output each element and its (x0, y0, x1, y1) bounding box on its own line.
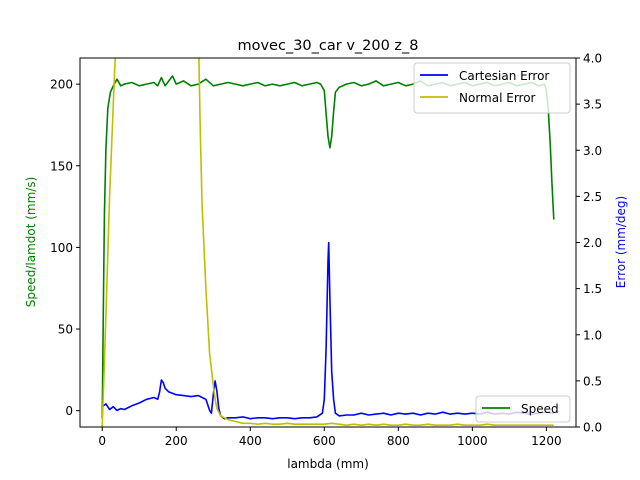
legend-box (413, 62, 571, 114)
y-axis-left-label: Speed/lamdot (mm/s) (24, 177, 38, 308)
x-tick-label: 1000 (457, 434, 488, 448)
y-left-tick-label: 100 (50, 241, 73, 255)
x-tick-label: 200 (165, 434, 188, 448)
y-right-tick-label: 1.0 (583, 328, 602, 342)
x-tick-label: 600 (313, 434, 336, 448)
y-left-tick-label: 50 (58, 323, 73, 337)
y-right-tick-label: 4.0 (583, 52, 602, 66)
legend-box (475, 395, 571, 423)
x-axis: 0 200 400 600 800 1000 1200 (98, 427, 562, 448)
x-tick-label: 1200 (531, 434, 562, 448)
y-right-tick-label: 1.5 (583, 282, 602, 296)
series-line-normal-error (101, 58, 554, 427)
y-right-tick-label: 0.5 (583, 374, 602, 388)
y-right-tick-label: 0.0 (583, 421, 602, 435)
y-left-tick-label: 200 (50, 78, 73, 92)
y-right-tick-label: 2.5 (583, 190, 602, 204)
series-line-cartesian-error (101, 241, 554, 420)
legend-lower-right: Speed (475, 395, 571, 423)
chart-title: movec_30_car v_200 z_8 (237, 38, 418, 54)
y-axis-right: 0.0 0.5 1.0 1.5 2.0 2.5 3.0 3.5 4.0 (576, 52, 602, 435)
y-right-tick-label: 3.0 (583, 144, 602, 158)
y-axis-left: 0 50 100 150 200 (50, 78, 80, 418)
y-axis-right-label: Error (mm/deg) (614, 196, 628, 288)
legend-upper-right: Cartesian Error Normal Error (413, 62, 571, 114)
y-right-tick-label: 2.0 (583, 236, 602, 250)
x-tick-label: 800 (387, 434, 410, 448)
y-right-tick-label: 3.5 (583, 98, 602, 112)
x-tick-label: 0 (98, 434, 106, 448)
y-left-tick-label: 150 (50, 159, 73, 173)
y-left-tick-label: 0 (65, 404, 73, 418)
legend-label-normal-error: Normal Error (459, 91, 536, 105)
x-tick-label: 400 (239, 434, 262, 448)
legend-label-cartesian-error: Cartesian Error (459, 69, 549, 83)
x-axis-label: lambda (mm) (287, 457, 369, 471)
legend-label-speed: Speed (521, 402, 559, 416)
